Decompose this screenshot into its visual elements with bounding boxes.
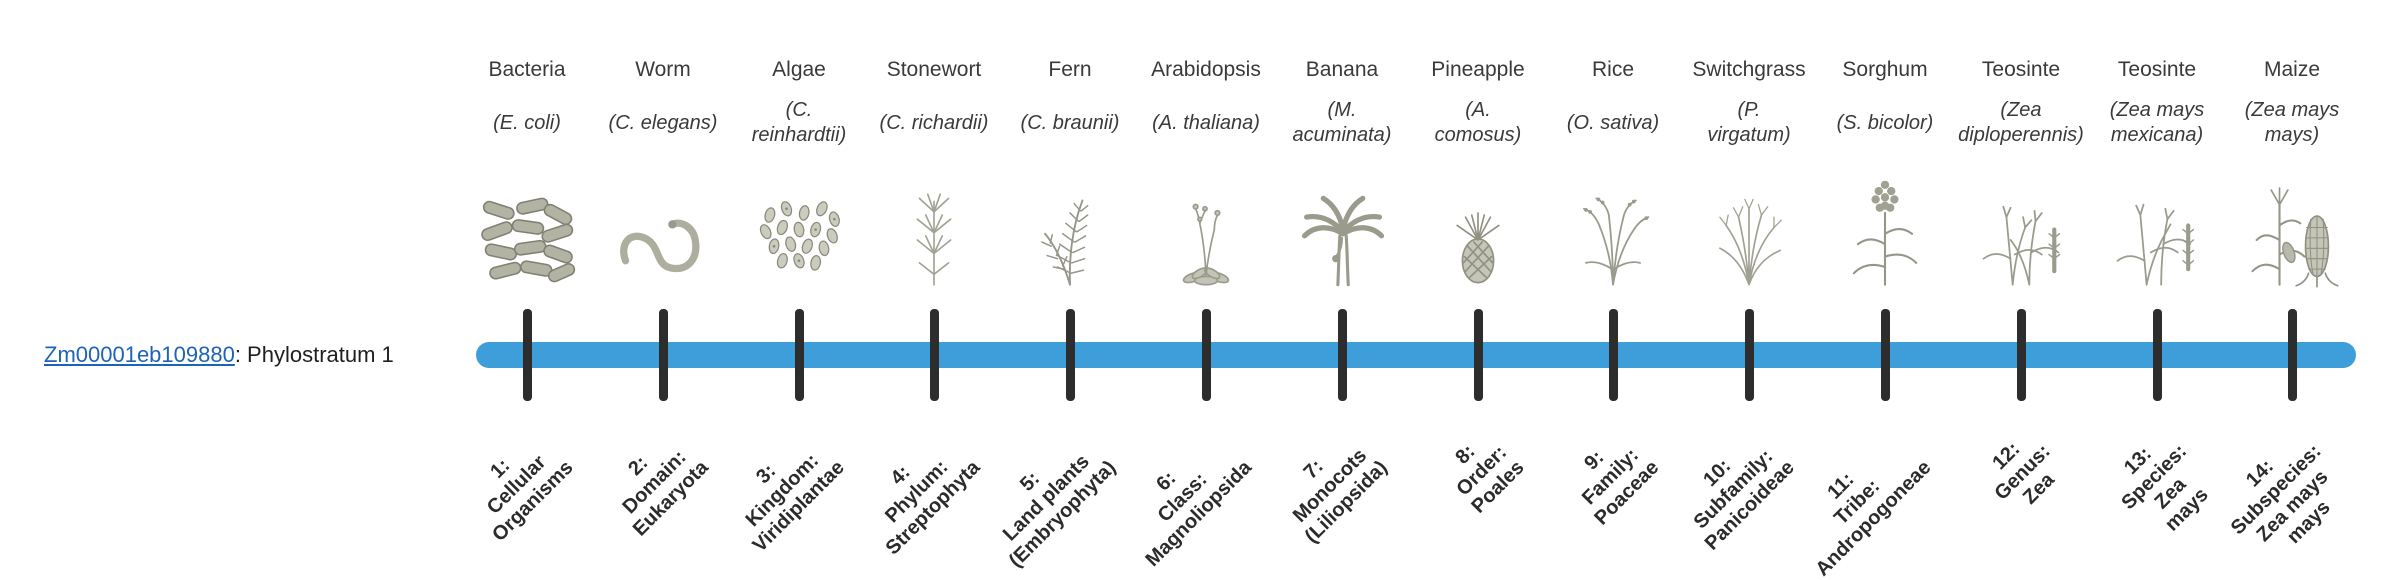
organism-scientific-name: (A. thaliana)	[1152, 111, 1260, 134]
organism-name: Sorghum	[1842, 58, 1928, 81]
organism-scientific-name: (E. coli)	[493, 111, 561, 134]
organism-name: Fern	[1048, 58, 1092, 81]
organism-scientific-name: (Zea mays mays)	[2244, 99, 2340, 146]
phylostratum-tick	[929, 309, 939, 401]
organism-scientific-name: (C. braunii)	[1020, 111, 1120, 134]
phylostratum-tick	[1744, 309, 1754, 401]
organism-name: Worm	[635, 58, 691, 81]
stratum-label: 5: Land plants (Embryophyta)	[998, 450, 1121, 572]
organism-scientific-name: (C. richardii)	[879, 111, 989, 134]
organism-scientific-name: (P. virgatum)	[1707, 99, 1791, 146]
organism-scientific-name: (Zea diploperennis)	[1958, 99, 2084, 146]
stratum-label: 12: Genus: Zea	[1988, 438, 2059, 509]
stratum-label: 2: Domain: Eukaryota	[618, 446, 714, 541]
organism-name: Stonewort	[886, 58, 982, 81]
rice-icon	[1582, 197, 1650, 286]
organism-name: Maize	[2263, 58, 2321, 81]
phylostratum-tick	[522, 309, 532, 401]
worm-icon	[620, 219, 700, 273]
pineapple-icon	[1456, 212, 1500, 284]
organism-name: Teosinte	[2117, 58, 2197, 81]
stratum-label: 7: Monocots (Liliopsida)	[1289, 444, 1393, 548]
stratum-label: 11: Tribe: Andropogoneae	[1811, 456, 1936, 580]
stratum-label: 8: Order: Poales	[1450, 440, 1529, 518]
organism-name: Rice	[1591, 58, 1634, 81]
phylostratum-tick	[2016, 309, 2026, 401]
bacteria-icon	[481, 197, 576, 283]
phylostratum-tick	[2152, 309, 2162, 401]
organism-scientific-name: (A. comosus)	[1434, 99, 1522, 146]
organism-scientific-name: (M. acuminata)	[1292, 99, 1392, 146]
organism-scientific-name: (O. sativa)	[1566, 111, 1660, 134]
organism-name: Algae	[772, 58, 826, 81]
phylostratum-tick	[1337, 309, 1347, 401]
gene-label: Zm00001eb109880: Phylostratum 1	[44, 342, 394, 368]
gene-label-suffix: : Phylostratum 1	[234, 342, 394, 367]
sorghum-icon	[1852, 180, 1918, 286]
teosinte-diploperennis-icon	[1982, 205, 2061, 286]
stratum-label: 1: Cellular Organisms	[482, 451, 578, 546]
stratum-label: 9: Family: Poaceae	[1577, 444, 1664, 530]
stratum-label: 6: Class: Magnoliopsida	[1141, 456, 1257, 572]
organism-scientific-name: (C. elegans)	[608, 111, 718, 134]
stratum-label: 3: Kingdom: Viridiplantae	[741, 449, 850, 557]
phylostratum-tick	[658, 309, 668, 401]
phylostratum-tick	[794, 309, 804, 401]
banana-icon	[1301, 195, 1385, 287]
organism-scientific-name: (C. reinhardtii)	[751, 99, 847, 146]
algae-icon	[759, 201, 840, 271]
stratum-label: 13: Species: Zea mays	[2117, 440, 2213, 536]
organism-name: Arabidopsis	[1151, 58, 1261, 81]
gene-link[interactable]: Zm00001eb109880	[44, 342, 235, 367]
organism-name: Bacteria	[488, 58, 566, 81]
organism-name: Pineapple	[1431, 58, 1525, 81]
phylostratum-tick	[1201, 309, 1211, 401]
stratum-label: 14: Subspecies: Zea mays mays	[2226, 440, 2335, 549]
organism-scientific-name: (Zea mays mexicana)	[2109, 99, 2205, 146]
maize-icon	[2251, 187, 2339, 288]
phylostratum-tick	[2287, 309, 2297, 401]
organism-scientific-name: (S. bicolor)	[1836, 111, 1934, 134]
stratum-label: 10: Subfamily: Panicoideae	[1689, 445, 1800, 555]
switchgrass-icon	[1719, 198, 1782, 286]
phylostratum-tick	[1065, 309, 1075, 401]
fern-icon	[1041, 199, 1089, 286]
organism-name: Teosinte	[1981, 58, 2061, 81]
phylostratum-tick	[1608, 309, 1618, 401]
stratum-label: 4: Phylum: Streptophyta	[880, 455, 985, 560]
organism-name: Banana	[1305, 58, 1379, 81]
phylostratum-tick	[1880, 309, 1890, 401]
phylostrata-bar	[476, 342, 2356, 368]
stonewort-icon	[916, 193, 952, 286]
organism-name: Switchgrass	[1692, 58, 1806, 81]
phylostratum-tick	[1473, 309, 1483, 401]
arabidopsis-icon	[1182, 203, 1230, 286]
teosinte-mexicana-icon	[2116, 203, 2195, 286]
